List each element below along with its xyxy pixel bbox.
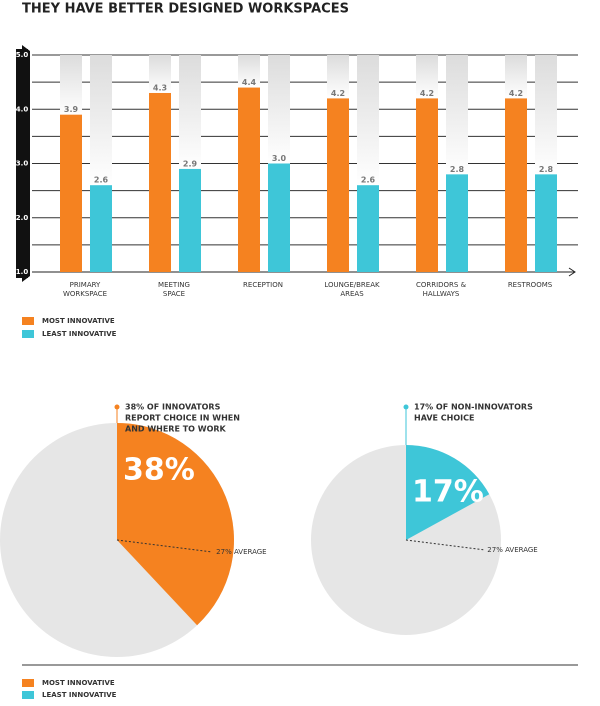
x-tick-label: WORKSPACE [63,290,107,298]
value-label: 3.9 [64,105,79,114]
value-label: 2.8 [539,165,554,174]
legend-swatch [22,330,34,338]
bar [238,87,260,272]
average-label: 27% AVERAGE [487,546,537,554]
pie-wedge [406,445,490,540]
annotation-dot [114,404,120,410]
bar [149,92,171,272]
y-tick-label: 3.0 [16,160,29,168]
annotation: REPORT CHOICE IN WHEN [125,414,240,423]
average-label: 27% AVERAGE [216,548,266,556]
bar [535,174,557,272]
value-label: 2.9 [183,159,198,168]
bar [90,185,112,272]
x-tick-label: LOUNGE/BREAK [324,281,380,289]
bar [268,163,290,272]
bar [327,98,349,273]
ghost-bar [179,55,201,169]
ghost-bar [446,55,468,175]
x-axis-arrow [568,267,576,277]
legend-label: LEAST INNOVATIVE [42,691,117,699]
value-label: 4.4 [242,78,257,87]
x-tick-label: PRIMARY [70,281,101,289]
average-line [405,539,484,551]
value-label: 4.2 [509,89,523,98]
title: THEY HAVE BETTER DESIGNED WORKSPACES [22,2,349,17]
value-label: 3.0 [272,154,287,163]
y-tick-label: 2.0 [16,214,29,222]
value-label: 2.6 [361,176,376,185]
legend-label: MOST INNOVATIVE [42,317,115,325]
value-label: 4.2 [331,89,345,98]
legend-label: LEAST INNOVATIVE [42,330,117,338]
bar [446,174,468,272]
annotation: 38% OF INNOVATORS [125,403,221,412]
x-tick-label: AREAS [340,290,364,298]
annotation: HAVE CHOICE [414,414,474,423]
x-tick-label: RECEPTION [243,281,283,289]
x-tick-label: RESTROOMS [508,281,553,289]
legend-swatch [22,679,34,687]
bar [357,185,379,272]
value-label: 4.2 [420,89,434,98]
y-tick-label: 5.0 [16,51,29,59]
ghost-bar [357,55,379,186]
pie-wedge [117,423,234,626]
legend-swatch [22,317,34,325]
pie-value-label: 17% [412,475,484,510]
x-tick-label: CORRIDORS & [416,281,467,289]
bar [505,98,527,273]
annotation-dot [403,404,409,410]
x-tick-label: MEETING [158,281,190,289]
bar [60,114,82,272]
legend-swatch [22,691,34,699]
annotation: AND WHERE TO WORK [125,425,227,434]
ghost-bar [90,55,112,186]
ghost-bar [60,55,82,115]
legend-label: MOST INNOVATIVE [42,679,115,687]
pie-value-label: 38% [123,453,195,488]
value-label: 2.8 [450,165,465,174]
ghost-bar [149,55,171,93]
y-tick-label: 4.0 [16,105,29,113]
bar [416,98,438,273]
ghost-bar [268,55,290,164]
y-axis-strip [16,49,28,278]
ghost-bar [327,55,349,99]
x-tick-label: HALLWAYS [423,290,460,298]
ghost-bar [505,55,527,99]
y-tick-label: 1.0 [16,268,29,276]
annotation: 17% OF NON-INNOVATORS [414,403,533,412]
ghost-bar [416,55,438,99]
ghost-bar [238,55,260,88]
bar [179,168,201,272]
x-tick-label: SPACE [163,290,185,298]
value-label: 2.6 [94,176,109,185]
ghost-bar [535,55,557,175]
value-label: 4.3 [153,83,167,92]
